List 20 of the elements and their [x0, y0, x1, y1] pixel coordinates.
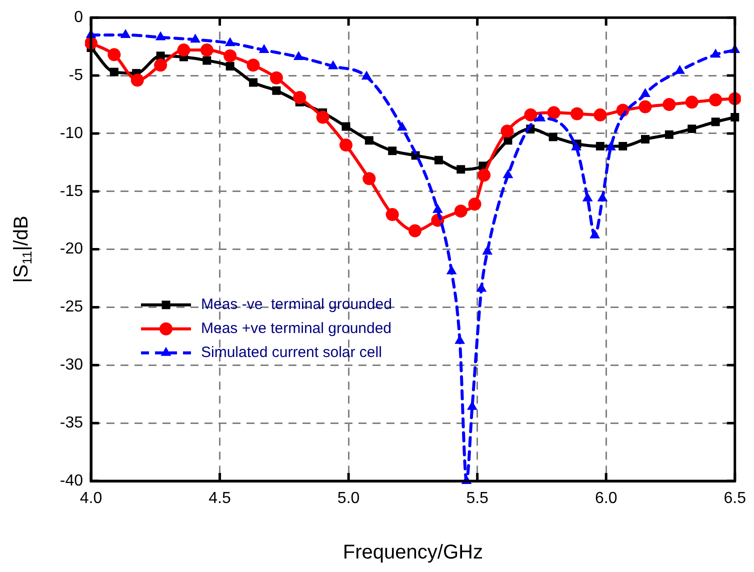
x-tick-label: 6.0 — [594, 490, 618, 508]
y-tick-label: -20 — [60, 240, 84, 258]
y-tick-label: -35 — [60, 414, 84, 432]
y-tick-label: -15 — [60, 182, 84, 200]
x-tick-label: 5.5 — [466, 490, 489, 508]
y-tick-label: -10 — [60, 124, 84, 142]
y-tick-label: -30 — [60, 356, 84, 374]
y-tick-label: -5 — [68, 66, 84, 84]
y-tick-label: 0 — [74, 9, 84, 26]
legend-label: Meas -ve terminal grounded — [201, 296, 392, 314]
y-tick-label: -40 — [60, 472, 84, 490]
y-axis-title: |S11|/dB — [10, 216, 35, 283]
y-tick-label: -25 — [60, 298, 84, 316]
x-tick-label: 5.0 — [337, 490, 360, 508]
x-tick-label: 4.5 — [208, 490, 231, 508]
x-tick-label: 4.0 — [80, 490, 102, 508]
x-axis-title: Frequency/GHz — [342, 542, 483, 564]
x-tick-label: 6.5 — [724, 490, 746, 508]
legend-label: Meas +ve terminal grounded — [201, 320, 392, 338]
legend-label: Simulated current solar cell — [201, 344, 382, 362]
